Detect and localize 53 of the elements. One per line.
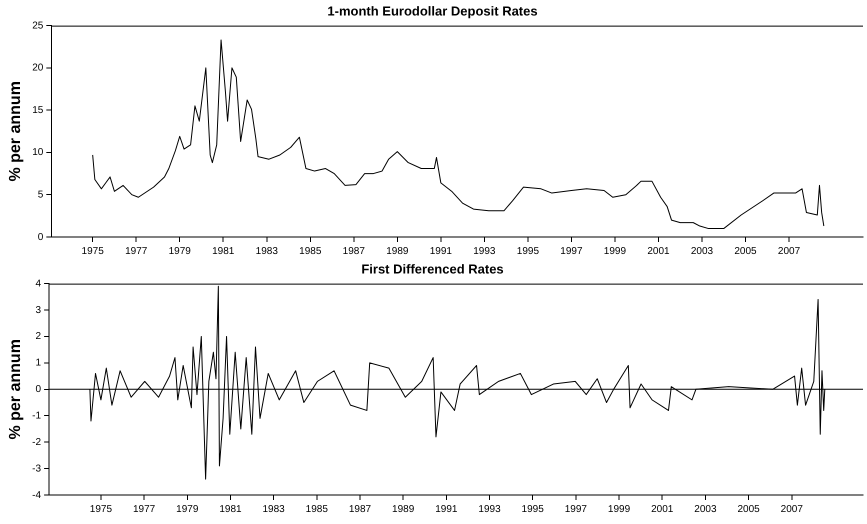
x-tick-label: 1981	[219, 504, 242, 515]
y-tick-label: -2	[32, 436, 42, 448]
x-tick-label: 2001	[651, 504, 674, 515]
x-tick-label: 1991	[435, 504, 458, 515]
y-tick-label: -3	[32, 463, 42, 474]
y-tick-label: 2	[36, 331, 42, 342]
y-tick-label: 5	[38, 189, 44, 200]
x-tick-label: 1987	[342, 246, 366, 257]
y-tick-label: 20	[32, 62, 44, 74]
x-tick-label: 1983	[262, 504, 286, 515]
x-tick-label: 1987	[348, 504, 372, 515]
x-tick-label: 1977	[132, 504, 156, 515]
x-tick-label: 1979	[176, 504, 199, 515]
y-axis-title: % per annum	[7, 81, 24, 182]
x-tick-label: 2005	[734, 246, 758, 257]
y-tick-label: 10	[32, 147, 44, 158]
x-tick-label: 2001	[647, 246, 670, 257]
y-tick-label: 3	[36, 304, 42, 316]
y-tick-label: 25	[32, 20, 44, 32]
x-tick-label: 1997	[564, 504, 588, 515]
x-tick-label: 1977	[125, 246, 148, 257]
y-tick-label: 4	[36, 278, 42, 290]
x-tick-label: 2003	[690, 246, 714, 257]
x-tick-label: 1993	[478, 504, 502, 515]
x-tick-label: 1985	[306, 504, 328, 515]
x-tick-label: 1991	[430, 246, 452, 257]
x-tick-label: 1999	[604, 246, 626, 257]
x-tick-label: 2003	[694, 504, 717, 515]
x-tick-label: 1979	[168, 246, 192, 257]
x-tick-label: 2007	[780, 504, 804, 515]
x-tick-label: 1999	[608, 504, 631, 515]
x-tick-label: 1993	[473, 246, 496, 257]
y-tick-label: -4	[32, 490, 42, 501]
x-tick-label: 1989	[386, 246, 409, 257]
y-tick-label: 0	[38, 232, 44, 243]
y-tick-label: 15	[32, 104, 44, 116]
x-tick-label: 1997	[560, 246, 583, 257]
x-tick-label: 2005	[737, 504, 760, 515]
x-tick-label: 1981	[212, 246, 235, 257]
x-tick-label: 1975	[82, 246, 104, 257]
y-tick-label: 0	[36, 384, 42, 396]
x-tick-label: 1989	[392, 504, 415, 515]
y-axis-title: % per annum	[7, 339, 24, 440]
y-tick-label: 1	[36, 358, 42, 369]
x-tick-label: 1995	[516, 246, 540, 257]
y-tick-label: -1	[32, 410, 42, 422]
chart-title: 1-month Eurodollar Deposit Rates	[327, 3, 538, 18]
x-tick-label: 1995	[522, 504, 544, 515]
x-tick-label: 2007	[778, 246, 801, 257]
x-tick-label: 1975	[90, 504, 112, 515]
chart-title: First Differenced Rates	[361, 261, 504, 276]
x-tick-label: 1985	[299, 246, 322, 257]
x-tick-label: 1983	[256, 246, 278, 257]
